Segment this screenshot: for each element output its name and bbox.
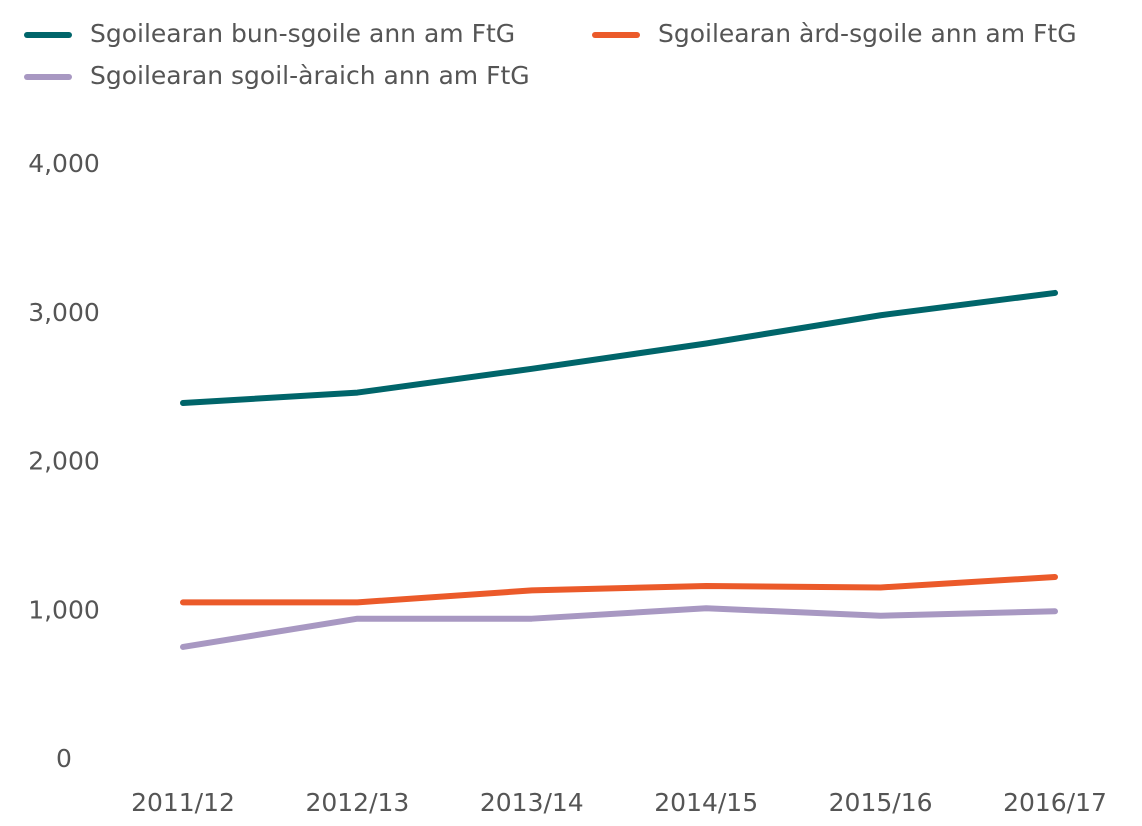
y-tick-label: 1,000 [28,595,100,624]
series-line [180,605,1058,650]
y-tick-label: 3,000 [28,298,100,327]
x-tick-label: 2016/17 [1003,788,1107,817]
x-tick-label: 2012/13 [305,788,409,817]
legend-label: Sgoilearan sgoil-àraich ann am FtG [90,61,530,90]
series-line [180,289,1058,406]
series-line [180,574,1058,606]
x-tick-label: 2011/12 [131,788,235,817]
legend-label: Sgoilearan bun-sgoile ann am FtG [90,19,515,48]
legend-label: Sgoilearan àrd-sgoile ann am FtG [658,19,1077,48]
x-tick-label: 2014/15 [654,788,758,817]
y-tick-label: 2,000 [28,447,100,476]
y-tick-label: 4,000 [28,149,100,178]
x-tick-label: 2013/14 [480,788,584,817]
x-tick-label: 2015/16 [829,788,933,817]
y-tick-label: 0 [56,744,72,773]
